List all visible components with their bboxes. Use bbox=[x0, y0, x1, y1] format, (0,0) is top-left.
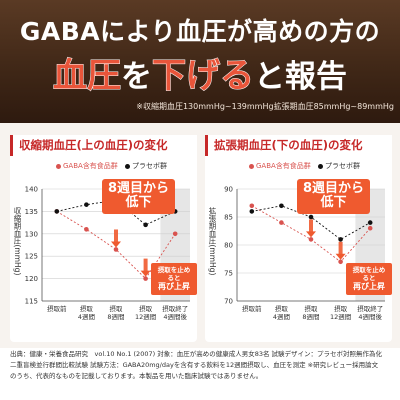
data-point-placebo bbox=[367, 220, 373, 225]
x-tick-label: 摂取前 bbox=[47, 304, 67, 313]
data-point-placebo bbox=[249, 209, 255, 214]
y-tick-label: 140 bbox=[25, 186, 38, 194]
headline-blood-pressure: 血圧 bbox=[53, 56, 122, 97]
y-tick-label: 120 bbox=[25, 275, 38, 283]
data-point-gaba bbox=[172, 231, 178, 237]
x-tick-label: 摂取 8週間 bbox=[107, 304, 124, 321]
systolic-callout-sub: 摂取を止めると 再び上昇 bbox=[151, 263, 197, 296]
data-point-gaba bbox=[113, 247, 119, 252]
x-tick-label: 摂取 4週間 bbox=[78, 304, 95, 321]
diastolic-y-axis-label: 拡張期血圧(mmHg) bbox=[208, 207, 217, 276]
citation-footer: 出典：健康・栄養食品研究 vol.10 No.1 (2007) 対象：血圧が高め… bbox=[10, 349, 390, 382]
legend-gaba: GABA含有食品群 bbox=[56, 161, 118, 171]
data-point-gaba bbox=[308, 237, 314, 242]
legend-placebo-marker bbox=[318, 163, 324, 169]
callout-sub-line1: 摂取を止めると bbox=[157, 266, 191, 283]
legend-placebo: プラセボ群 bbox=[125, 161, 167, 171]
data-point-placebo bbox=[338, 237, 343, 242]
x-tick-label: 摂取終了 4週間後 bbox=[162, 304, 188, 321]
data-point-placebo bbox=[54, 209, 60, 214]
data-point-gaba bbox=[84, 227, 89, 232]
diastolic-callout-main: 8週目から 低下 bbox=[297, 179, 371, 214]
data-point-gaba bbox=[143, 276, 148, 281]
systolic-chart-panel: 収縮期血圧(上の血圧)の変化 GABA含有食品群 プラセボ群 収縮期血圧(mmH… bbox=[10, 135, 197, 342]
x-tick-label: 摂取 12週間 bbox=[135, 304, 156, 321]
diastolic-chart-title: 拡張期血圧(下の血圧)の変化 bbox=[205, 135, 392, 156]
diastolic-chart-panel: 拡張期血圧(下の血圧)の変化 GABA含有食品群 プラセボ群 拡張期血圧(mmH… bbox=[205, 135, 392, 342]
headline-particle: を bbox=[121, 59, 152, 95]
callout-sub-line1: 摂取を止めると bbox=[352, 266, 386, 283]
y-tick-label: 135 bbox=[25, 208, 38, 216]
citation-line1: 出典：健康・栄養食品研究 vol.10 No.1 (2007) 対象：血圧が高め… bbox=[10, 350, 383, 358]
headline-lower: 下げる bbox=[152, 56, 255, 97]
diastolic-legend: GABA含有食品群 プラセボ群 bbox=[249, 161, 365, 171]
data-point-placebo bbox=[84, 202, 89, 207]
headline-line2: 血圧を下げると報告 bbox=[0, 48, 400, 97]
legend-gaba-marker bbox=[56, 163, 61, 169]
x-tick-label: 摂取 8週間 bbox=[302, 304, 319, 321]
y-tick-label: 70 bbox=[224, 298, 233, 306]
y-tick-label: 115 bbox=[25, 298, 38, 306]
legend-placebo-marker bbox=[125, 163, 131, 169]
data-point-gaba bbox=[338, 259, 343, 265]
y-tick-label: 90 bbox=[224, 186, 233, 194]
systolic-y-axis-label: 収縮期血圧(mmHg) bbox=[13, 207, 22, 276]
systolic-chart-title: 収縮期血圧(上の血圧)の変化 bbox=[10, 135, 197, 156]
down-arrow-shaft bbox=[143, 258, 148, 272]
callout-main-line2: 低下 bbox=[320, 195, 347, 211]
down-arrow-shaft bbox=[338, 241, 343, 255]
data-point-placebo bbox=[143, 222, 148, 228]
callout-main-line2: 低下 bbox=[125, 195, 152, 211]
data-point-placebo bbox=[308, 214, 314, 220]
citation-line2: 二重盲検並行群間比較試験 試験方法：GABA20mg/dayを含有する飲料を12… bbox=[10, 361, 379, 369]
down-arrow-head bbox=[140, 270, 151, 277]
down-arrow-head bbox=[111, 241, 121, 248]
y-tick-label: 125 bbox=[25, 253, 38, 261]
x-tick-label: 摂取前 bbox=[242, 304, 262, 313]
header-banner: GABAにより血圧が高めの方の 血圧を下げると報告 ※収縮期血圧130mmHg~… bbox=[0, 0, 400, 123]
headline-line1: GABAにより血圧が高めの方の bbox=[19, 17, 381, 46]
data-point-gaba bbox=[279, 220, 284, 225]
callout-main-line1: 8週目から bbox=[303, 181, 365, 196]
systolic-legend: GABA含有食品群 プラセボ群 bbox=[56, 161, 172, 171]
y-tick-label: 75 bbox=[224, 270, 233, 278]
x-tick-label: 摂取 4週間 bbox=[273, 304, 290, 321]
legend-gaba: GABA含有食品群 bbox=[249, 161, 311, 171]
callout-main-line1: 8週目から bbox=[108, 181, 170, 196]
down-arrow-head bbox=[335, 253, 346, 260]
callout-sub-line2: 再び上昇 bbox=[353, 282, 385, 292]
data-point-gaba bbox=[249, 203, 255, 209]
diastolic-callout-sub: 摂取を止めると 再び上昇 bbox=[346, 263, 392, 296]
data-point-gaba bbox=[367, 225, 373, 231]
down-arrow-shaft bbox=[309, 219, 313, 233]
legend-placebo: プラセボ群 bbox=[318, 161, 360, 171]
y-tick-label: 130 bbox=[25, 230, 38, 238]
citation-line3: のうち、代表的なものを記載しております。本製品を用いた臨床試験ではありません。 bbox=[10, 372, 263, 380]
callout-sub-line2: 再び上昇 bbox=[158, 282, 190, 292]
headline-report: と報告 bbox=[254, 59, 347, 95]
down-arrow-shaft bbox=[114, 229, 118, 243]
legend-gaba-marker bbox=[249, 163, 254, 169]
y-tick-label: 85 bbox=[224, 214, 233, 222]
data-point-placebo bbox=[279, 203, 284, 209]
x-tick-label: 摂取 12週間 bbox=[330, 304, 351, 321]
systolic-callout-main: 8週目から 低下 bbox=[102, 179, 176, 214]
down-arrow-head bbox=[306, 231, 316, 238]
header-footnote: ※収縮期血圧130mmHg~139mmHg拡張期血圧85mmHg~89mmHg bbox=[136, 102, 394, 111]
y-tick-label: 80 bbox=[224, 242, 233, 250]
x-tick-label: 摂取終了 4週間後 bbox=[357, 304, 383, 321]
